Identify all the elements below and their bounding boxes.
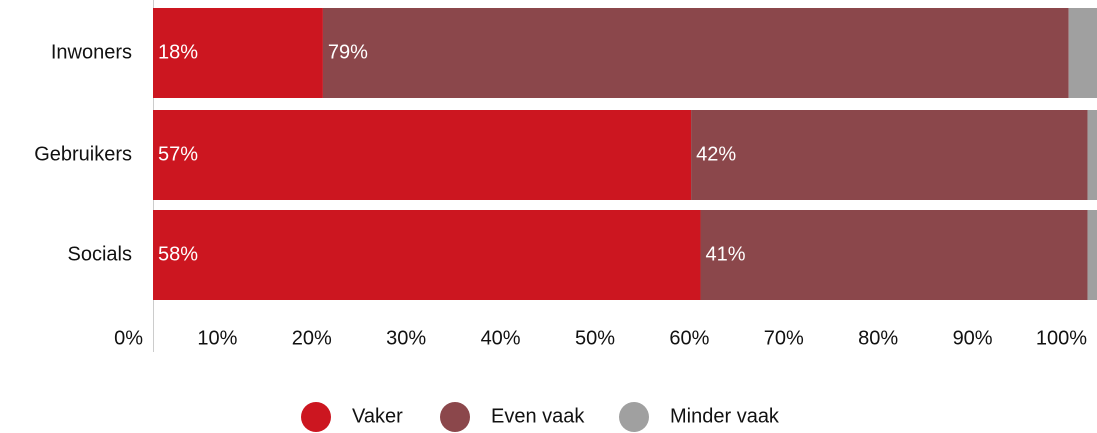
legend-swatch <box>301 402 331 432</box>
x-tick-label: 100% <box>1036 327 1087 349</box>
bar-segment <box>1068 8 1097 98</box>
legend-swatch <box>619 402 649 432</box>
x-tick-label: 30% <box>386 327 426 349</box>
value-label: 42% <box>696 143 736 165</box>
x-tick-label: 10% <box>197 327 237 349</box>
bar-segment <box>153 110 692 200</box>
legend-label: Even vaak <box>491 405 585 427</box>
x-tick-label: 60% <box>669 327 709 349</box>
bar-segment <box>322 8 1069 98</box>
x-tick-label: 70% <box>764 327 804 349</box>
bar-segment <box>700 210 1088 300</box>
value-label: 18% <box>158 41 198 63</box>
x-tick-label: 50% <box>575 327 615 349</box>
value-label: 57% <box>158 143 198 165</box>
legend-label: Minder vaak <box>670 405 780 427</box>
x-tick-label: 20% <box>292 327 332 349</box>
x-tick-label: 40% <box>481 327 521 349</box>
bar-segment <box>1087 110 1097 200</box>
legend-label: Vaker <box>352 405 403 427</box>
category-label: Gebruikers <box>34 143 132 165</box>
value-label: 41% <box>706 243 746 265</box>
x-tick-label: 90% <box>953 327 993 349</box>
x-tick-label: 80% <box>858 327 898 349</box>
value-label: 79% <box>328 41 368 63</box>
category-label: Socials <box>68 243 132 265</box>
x-tick-label: 0% <box>114 327 143 349</box>
bar-segment <box>1087 210 1097 300</box>
bar-segment <box>153 8 323 98</box>
category-label: Inwoners <box>51 41 132 63</box>
bar-segment <box>153 210 701 300</box>
legend-swatch <box>440 402 470 432</box>
bar-segment <box>691 110 1088 200</box>
value-label: 58% <box>158 243 198 265</box>
